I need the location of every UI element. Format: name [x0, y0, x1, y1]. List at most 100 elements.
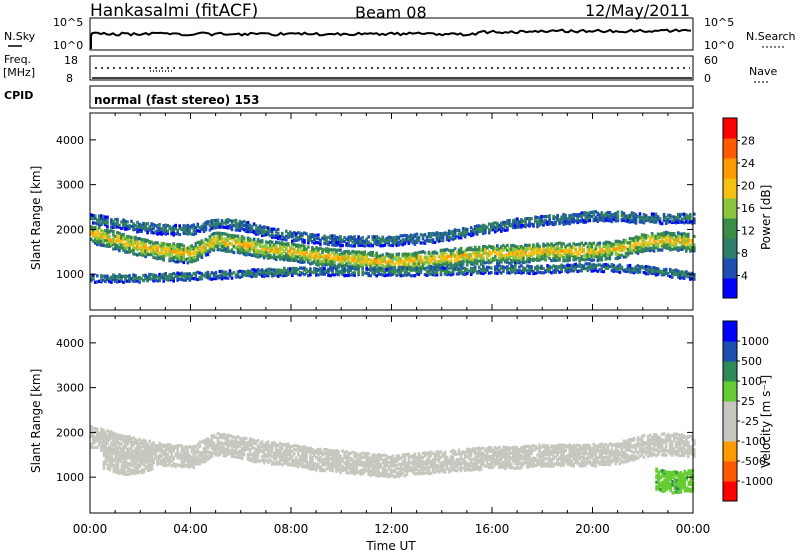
echo-cell: [672, 215, 676, 219]
echo-cell: [283, 249, 286, 253]
echo-cell: [94, 445, 97, 449]
echo-cell: [252, 246, 256, 250]
echo-cell: [650, 235, 654, 239]
echo-cell: [632, 215, 636, 219]
echo-cell: [174, 249, 177, 253]
echo-cell: [311, 260, 314, 265]
echo-cell: [262, 443, 266, 447]
echo-cell: [258, 272, 262, 276]
echo-cell: [393, 271, 397, 275]
echo-cell: [449, 271, 453, 275]
echo-cell: [180, 277, 184, 282]
echo-cell: [556, 216, 559, 220]
echo-cell: [634, 250, 638, 254]
echo-cell: [230, 248, 234, 252]
echo-cell: [242, 223, 246, 227]
echo-cell: [138, 454, 141, 458]
echo-cell: [411, 264, 415, 268]
echo-cell: [550, 221, 553, 225]
echo-cell: [660, 239, 664, 243]
echo-cell: [628, 240, 632, 245]
echo-cell: [644, 248, 648, 253]
echo-cell: [594, 244, 598, 248]
echo-cell: [666, 231, 670, 235]
echo-cell: [389, 273, 393, 277]
echo-cell: [112, 435, 115, 439]
echo-cell: [606, 256, 610, 260]
echo-cell: [90, 237, 93, 241]
echo-cell: [397, 272, 401, 276]
echo-cell: [218, 433, 222, 437]
echo-cell: [556, 245, 559, 249]
echo-cell: [558, 241, 561, 245]
echo-cell: [126, 274, 129, 278]
echo-cell: [514, 244, 517, 248]
echo-cell: [457, 261, 461, 265]
echo-cell: [453, 262, 457, 266]
echo-cell: [514, 271, 517, 275]
echo-cell: [108, 436, 111, 440]
echo-cell: [158, 231, 161, 236]
echo-cell: [582, 248, 585, 252]
echo-cell: [208, 273, 212, 277]
echo-cell: [188, 274, 192, 278]
echo-cell: [240, 449, 244, 453]
echo-cell: [204, 246, 208, 250]
echo-cell: [262, 447, 266, 451]
echo-cell: [258, 269, 262, 273]
echo-cell: [504, 266, 507, 270]
echo-cell: [353, 259, 356, 263]
echo-cell: [214, 453, 218, 457]
echo-cell: [224, 450, 228, 454]
echo-cell: [566, 248, 569, 252]
echo-cell: [234, 275, 238, 279]
echo-cell: [666, 220, 670, 224]
echo-cell: [164, 452, 167, 456]
echo-cell: [687, 241, 690, 245]
echo-cell: [640, 219, 644, 223]
echo-cell: [130, 219, 133, 223]
echo-cell: [435, 251, 439, 255]
echo-cell: [200, 453, 204, 457]
echo-cell: [202, 448, 206, 452]
echo-cell: [580, 214, 583, 218]
echo-cell: [176, 243, 179, 247]
echo-cell: [658, 248, 662, 252]
echo-cell: [120, 245, 123, 249]
echo-cell: [274, 446, 278, 450]
echo-cell: [190, 448, 194, 452]
echo-cell: [313, 253, 316, 257]
echo-cell: [590, 247, 594, 251]
echo-cell: [680, 244, 684, 248]
echo-cell: [186, 226, 190, 230]
echo-cell: [92, 214, 95, 218]
echo-cell: [628, 247, 632, 251]
echo-cell: [246, 227, 250, 231]
echo-cell: [252, 252, 256, 256]
echo-cell: [126, 239, 129, 243]
power-colorbar-label: Power [dB]: [759, 185, 773, 250]
echo-cell: [321, 259, 324, 263]
echo-cell: [90, 277, 93, 282]
echo-cell: [678, 213, 682, 217]
echo-cell: [403, 238, 407, 242]
echo-cell: [628, 218, 632, 222]
echo-cell: [536, 220, 539, 224]
echo-cell: [132, 240, 135, 244]
echo-cell: [355, 264, 358, 268]
echo-cell: [285, 229, 288, 233]
echo-cell: [126, 279, 129, 283]
echo-cell: [234, 246, 238, 250]
echo-cell: [118, 433, 121, 438]
echo-cell: [204, 228, 208, 232]
echo-cell: [574, 250, 577, 254]
echo-cell: [518, 249, 521, 253]
echo-cell: [439, 237, 443, 242]
echo-cell: [122, 225, 125, 229]
echo-cell: [230, 449, 234, 453]
echo-cell: [126, 437, 129, 441]
echo-cell: [92, 446, 95, 450]
echo-cell: [544, 252, 547, 257]
echo-cell: [691, 238, 694, 242]
echo-cell: [232, 443, 236, 447]
